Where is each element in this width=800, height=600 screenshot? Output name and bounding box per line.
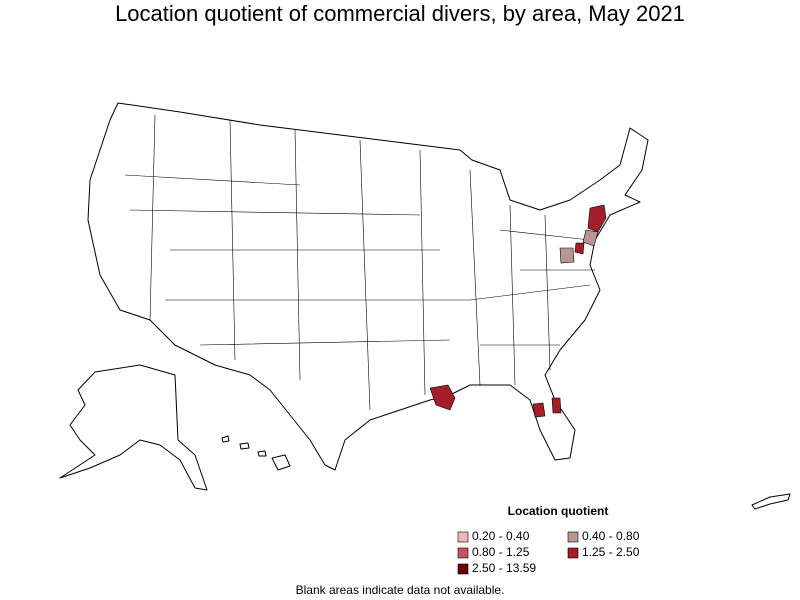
map-title: Location quotient of commercial divers, … [115,1,685,26]
legend-swatch [457,547,469,559]
florida-east-area [551,397,562,414]
baltimore-area [574,242,585,255]
highlighted-areas [429,204,607,418]
territory-islands [751,493,791,510]
legend-label: 0.80 - 1.25 [472,545,530,559]
virginia-area [559,247,575,264]
new-york-area [587,204,607,233]
legend-title: Location quotient [508,504,609,518]
region-borders [124,114,595,411]
tampa-area [532,402,546,418]
map [59,102,791,510]
contiguous-us [87,102,649,471]
legend-label: 0.40 - 0.80 [582,529,640,543]
hawaii [221,435,291,471]
footnote: Blank areas indicate data not available. [296,583,505,597]
legend-swatch [567,547,579,559]
legend-label: 1.25 - 2.50 [582,545,640,559]
legend-label: 2.50 - 13.59 [472,561,536,575]
legend-swatch [457,531,469,543]
legend-swatch [567,531,579,543]
legend-label: 0.20 - 0.40 [472,529,530,543]
alaska [59,364,208,491]
philadelphia-area [582,229,599,247]
louisiana-area [429,384,456,411]
legend-swatch [457,563,469,575]
legend: 0.20 - 0.40 0.40 - 0.80 0.80 - 1.25 1.25 - … [457,529,640,575]
